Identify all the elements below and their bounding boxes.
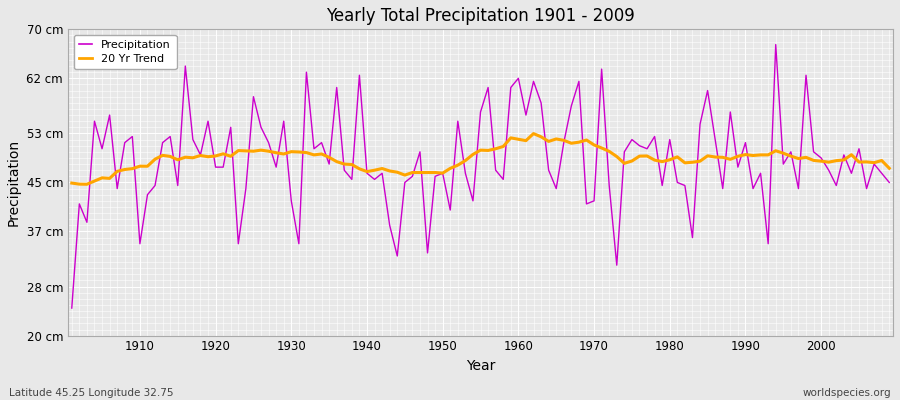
20 Yr Trend <box>513 137 524 142</box>
Precipitation <box>67 306 77 310</box>
20 Yr Trend <box>884 166 895 171</box>
Line: 20 Yr Trend: 20 Yr Trend <box>72 134 889 184</box>
20 Yr Trend <box>619 161 630 166</box>
20 Yr Trend <box>134 164 145 168</box>
Y-axis label: Precipitation: Precipitation <box>7 139 21 226</box>
Precipitation <box>127 134 138 139</box>
Title: Yearly Total Precipitation 1901 - 2009: Yearly Total Precipitation 1901 - 2009 <box>326 7 634 25</box>
20 Yr Trend <box>67 181 77 186</box>
20 Yr Trend <box>520 138 531 143</box>
Precipitation <box>513 76 524 81</box>
Line: Precipitation: Precipitation <box>72 44 889 308</box>
Legend: Precipitation, 20 Yr Trend: Precipitation, 20 Yr Trend <box>74 35 176 70</box>
Precipitation <box>770 42 781 47</box>
20 Yr Trend <box>346 162 357 167</box>
Text: worldspecies.org: worldspecies.org <box>803 388 891 398</box>
20 Yr Trend <box>301 150 311 155</box>
Precipitation <box>339 168 350 173</box>
Precipitation <box>293 241 304 246</box>
20 Yr Trend <box>528 131 539 136</box>
Precipitation <box>884 180 895 185</box>
X-axis label: Year: Year <box>466 359 495 373</box>
20 Yr Trend <box>82 182 93 187</box>
Precipitation <box>604 183 615 188</box>
Precipitation <box>506 85 517 90</box>
Text: Latitude 45.25 Longitude 32.75: Latitude 45.25 Longitude 32.75 <box>9 388 174 398</box>
